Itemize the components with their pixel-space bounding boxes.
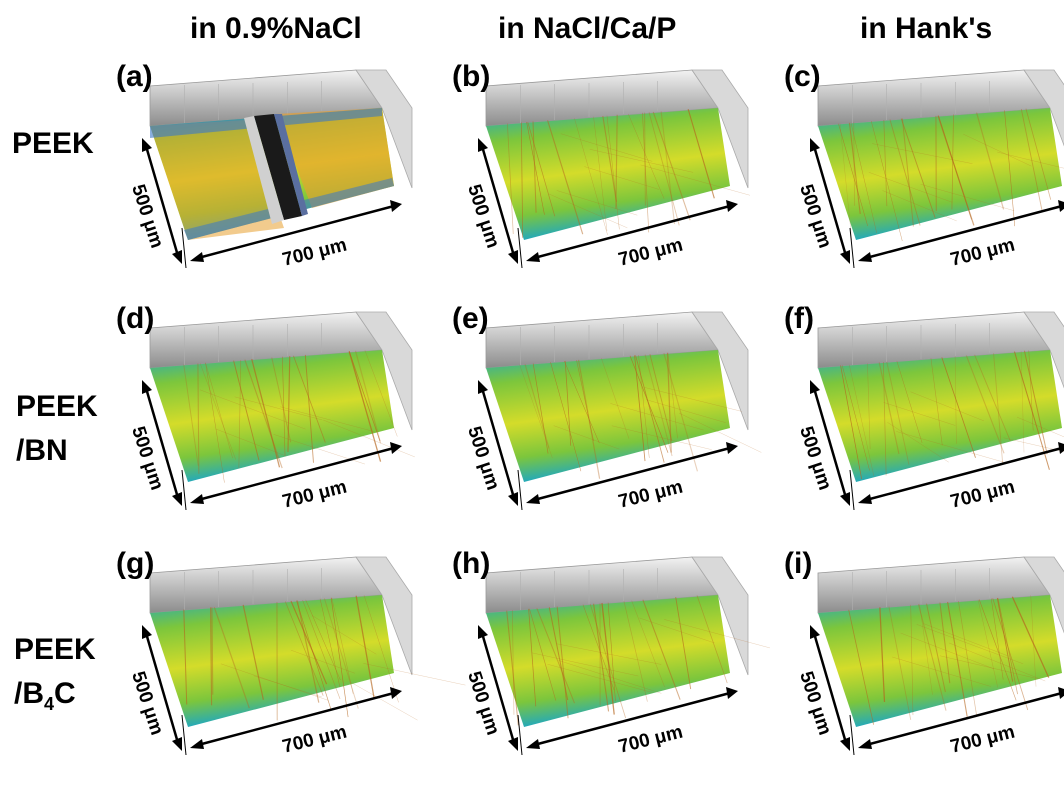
width-axis-label: 700 μm xyxy=(616,722,685,758)
row-label-sub: /BN xyxy=(16,429,98,473)
depth-axis-label: 500 μm xyxy=(127,182,167,251)
surface-plot: 500 μm 700 μm xyxy=(784,555,1064,805)
width-axis-label: 700 μm xyxy=(280,477,349,513)
row-label-main: PEEK xyxy=(12,127,94,160)
row-label-main: PEEK xyxy=(16,385,98,429)
panel-label: (a) xyxy=(116,60,153,94)
panel-label: (i) xyxy=(784,547,812,581)
row-label-peek-b4c: PEEK /B4C xyxy=(14,628,96,726)
height-map-surface xyxy=(150,350,394,482)
depth-axis-label: 500 μm xyxy=(127,669,167,738)
depth-axis-label: 500 μm xyxy=(795,182,835,251)
panel-label: (h) xyxy=(452,547,490,581)
column-header-hanks: in Hank's xyxy=(860,12,992,46)
panel-label: (e) xyxy=(452,302,489,336)
row-label-peek-bn: PEEK /BN xyxy=(16,385,98,473)
surface-plot: 500 μm 700 μm xyxy=(452,310,782,560)
row-label-subscript: 4 xyxy=(44,694,54,714)
panel-label: (g) xyxy=(116,547,154,581)
height-map-surface xyxy=(818,350,1062,482)
depth-axis-label: 500 μm xyxy=(463,669,503,738)
panel-label: (f) xyxy=(784,302,814,336)
width-axis-label: 700 μm xyxy=(280,235,349,271)
panel-label: (b) xyxy=(452,60,490,94)
surface-plot: 500 μm 700 μm xyxy=(116,68,446,318)
panel-label: (d) xyxy=(116,302,154,336)
surface-plot: 500 μm 700 μm xyxy=(116,310,446,560)
height-map-surface xyxy=(818,595,1062,727)
depth-axis-label: 500 μm xyxy=(795,424,835,493)
depth-axis-label: 500 μm xyxy=(463,182,503,251)
width-axis-label: 700 μm xyxy=(948,722,1017,758)
surface-plot: 500 μm 700 μm xyxy=(784,310,1064,560)
panel-label: (c) xyxy=(784,60,821,94)
surface-plot: 500 μm 700 μm xyxy=(452,68,782,318)
depth-axis-label: 500 μm xyxy=(795,669,835,738)
width-axis-label: 700 μm xyxy=(616,477,685,513)
surface-plot: 500 μm 700 μm xyxy=(116,555,446,805)
height-map-surface xyxy=(486,350,730,482)
width-axis-label: 700 μm xyxy=(948,235,1017,271)
surface-plot: 500 μm 700 μm xyxy=(452,555,782,805)
row-label-sub: /B4C xyxy=(14,672,96,726)
depth-axis-label: 500 μm xyxy=(463,424,503,493)
row-label-peek: PEEK xyxy=(12,122,94,166)
depth-axis-label: 500 μm xyxy=(127,424,167,493)
column-header-nacl-ca-p: in NaCl/Ca/P xyxy=(498,12,676,46)
row-label-main: PEEK xyxy=(14,628,96,672)
surface-plot: 500 μm 700 μm xyxy=(784,68,1064,318)
column-header-nacl: in 0.9%NaCl xyxy=(190,12,362,46)
width-axis-label: 700 μm xyxy=(280,722,349,758)
width-axis-label: 700 μm xyxy=(948,477,1017,513)
width-axis-label: 700 μm xyxy=(616,235,685,271)
